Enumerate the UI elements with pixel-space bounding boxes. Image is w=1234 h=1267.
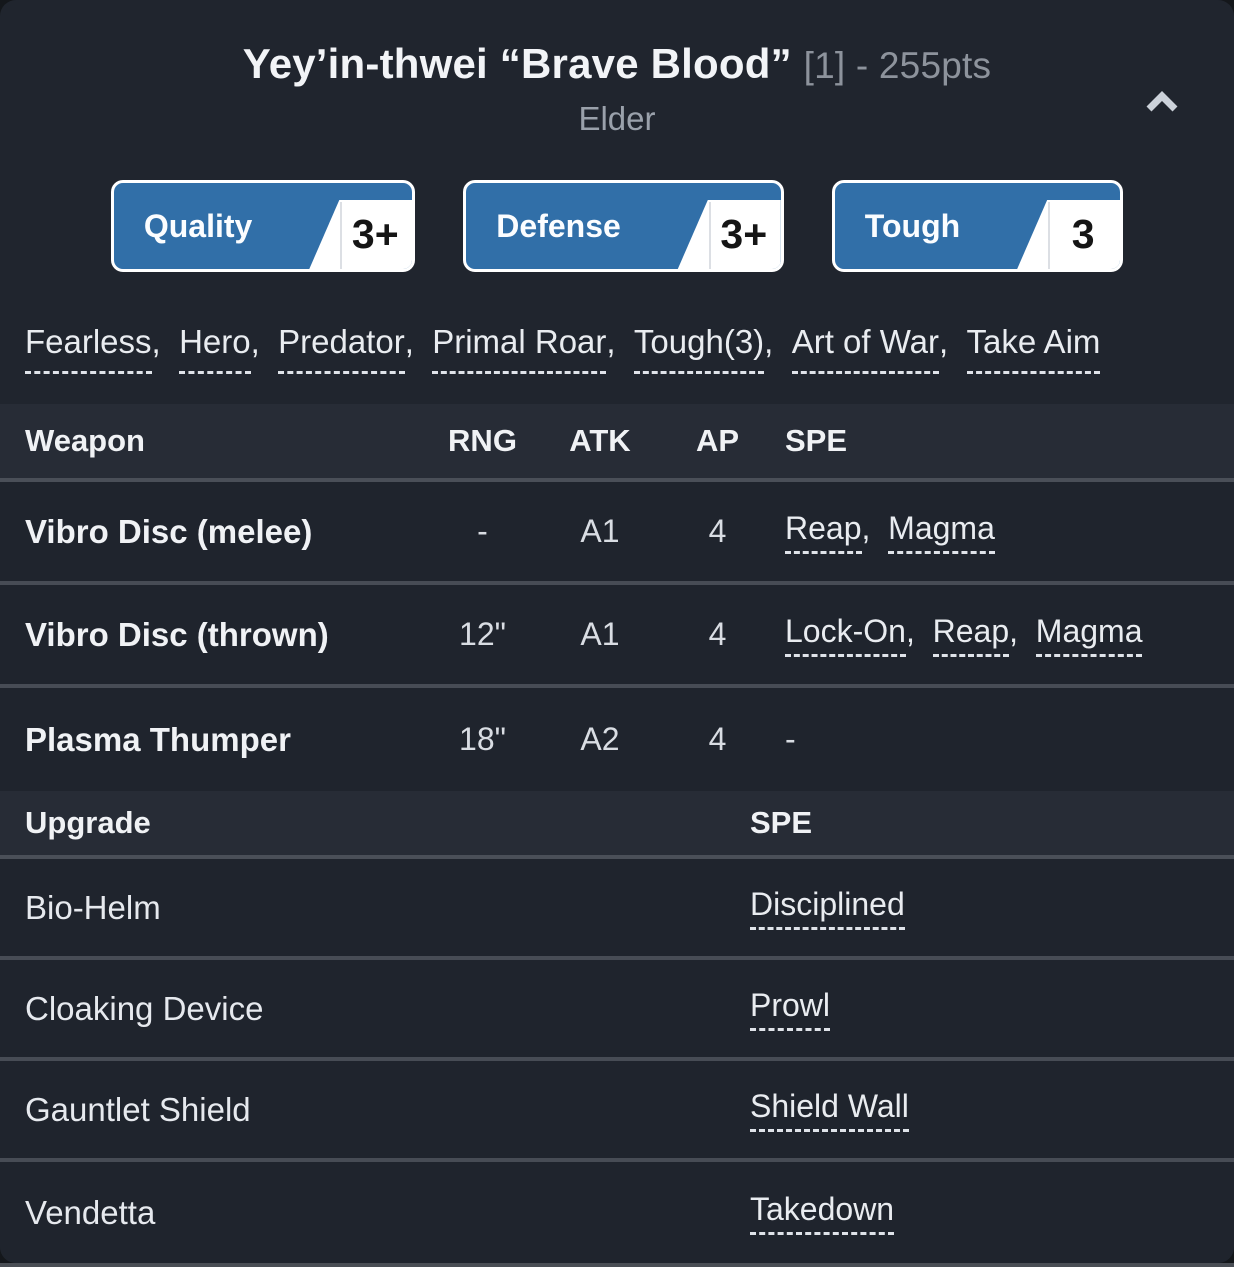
weapon-spe: - [785, 721, 796, 758]
upgrades-table-body: Bio-Helm Disciplined Cloaking Device Pro… [0, 859, 1234, 1263]
rule-separator: , [861, 509, 889, 546]
chevron-up-icon [1146, 91, 1178, 112]
unit-name: Yey’in-thwei “Brave Blood” [242, 40, 792, 87]
weapon-atk: A2 [580, 721, 620, 758]
weapon-row: Plasma Thumper 18" A2 4 - [0, 688, 1234, 792]
upgrade-row: Bio-Helm Disciplined [0, 859, 1234, 961]
stat-badge-quality: Quality 3+ [110, 180, 416, 272]
stat-badge-defense: Defense 3+ [463, 180, 784, 272]
stat-badge-value: 3 [1071, 211, 1095, 257]
weapon-rng: 12" [459, 616, 506, 653]
col-header-upgrade-spe: SPE [750, 805, 813, 841]
col-header-upgrade: Upgrade [25, 805, 151, 841]
upgrade-row: Gauntlet Shield Shield Wall [0, 1061, 1234, 1163]
stat-badge-label: Tough [864, 207, 961, 244]
stat-badge-seam [340, 202, 343, 269]
stat-badge-value: 3+ [720, 211, 768, 257]
weapon-rng: 18" [459, 721, 506, 758]
weapons-table-header: Weapon RNG ATK AP SPE [0, 404, 1234, 483]
rule-separator: , [606, 323, 634, 360]
rule-separator: , [1009, 612, 1036, 649]
special-rule-link[interactable]: Tough(3) [633, 316, 765, 375]
stat-badge-seam [1048, 202, 1051, 269]
stat-badges-row: Quality 3+ Defense 3+ Tough 3 [0, 180, 1234, 272]
special-rule-link[interactable]: Magma [1035, 613, 1143, 657]
collapse-button[interactable] [1138, 82, 1186, 122]
stat-badge-tough: Tough 3 [831, 180, 1124, 272]
upgrade-name: Vendetta [25, 1193, 156, 1231]
stat-badge-label: Quality [143, 207, 253, 244]
upgrade-row: Vendetta Takedown [0, 1162, 1234, 1263]
weapon-atk: A1 [580, 513, 620, 550]
col-header-atk: ATK [569, 423, 631, 459]
col-header-ap: AP [695, 423, 740, 459]
weapon-spe: Reap, Magma [770, 510, 1209, 554]
upgrade-name: Cloaking Device [25, 989, 264, 1027]
special-rule-link[interactable]: Reap [932, 613, 1010, 657]
upgrades-table-header: Upgrade SPE [0, 791, 1234, 860]
upgrade-spe: Disciplined [735, 886, 1209, 930]
weapon-row: Vibro Disc (thrown) 12" A1 4 Lock-On, Re… [0, 585, 1234, 689]
special-rules-line: Fearless, Hero, Predator, Primal Roar, T… [25, 316, 1209, 375]
special-rule-link[interactable]: Take Aim [966, 316, 1101, 375]
weapon-ap: 4 [708, 616, 727, 653]
upgrade-spe: Prowl [735, 987, 1209, 1031]
upgrade-name: Bio-Helm [25, 888, 161, 926]
weapon-row: Vibro Disc (melee) - A1 4 Reap, Magma [0, 482, 1234, 586]
special-rule-link[interactable]: Takedown [750, 1191, 895, 1235]
stat-badge-seam [708, 202, 711, 269]
weapon-name: Vibro Disc (thrown) [25, 615, 329, 653]
upgrade-name: Gauntlet Shield [25, 1090, 251, 1128]
weapon-atk: A1 [580, 616, 620, 653]
rule-separator: , [764, 323, 792, 360]
weapon-name: Plasma Thumper [25, 720, 291, 758]
weapon-spe: Lock-On, Reap, Magma [770, 613, 1209, 657]
weapon-ap: 4 [708, 513, 727, 550]
special-rule-link[interactable]: Shield Wall [750, 1088, 909, 1132]
special-rule-link[interactable]: Hero [179, 316, 251, 375]
upgrade-spe: Shield Wall [735, 1088, 1209, 1132]
special-rule-link[interactable]: Lock-On [785, 613, 906, 657]
rule-separator: , [250, 323, 279, 360]
upgrade-spe: Takedown [735, 1191, 1209, 1235]
special-rule-link[interactable]: Art of War [791, 316, 939, 375]
bottom-divider [0, 1263, 1234, 1267]
unit-title: Yey’in-thwei “Brave Blood” [1] - 255pts [0, 40, 1234, 88]
special-rule-link[interactable]: Prowl [750, 987, 831, 1031]
unit-type-label: Elder [578, 100, 656, 137]
rule-separator: , [404, 323, 433, 360]
unit-card-header: Yey’in-thwei “Brave Blood” [1] - 255pts … [0, 0, 1234, 138]
rule-separator: , [905, 612, 933, 649]
rule-separator: , [151, 323, 180, 360]
unit-count-points: [1] - 255pts [803, 45, 992, 86]
upgrade-row: Cloaking Device Prowl [0, 960, 1234, 1062]
weapon-name: Vibro Disc (melee) [25, 512, 313, 550]
stat-badge-value: 3+ [351, 211, 399, 257]
weapon-rng: - [477, 513, 488, 550]
weapons-table-body: Vibro Disc (melee) - A1 4 Reap, Magma Vi… [0, 482, 1234, 792]
special-rule-link[interactable]: Magma [888, 510, 995, 554]
special-rule-link[interactable]: Reap [785, 510, 862, 554]
col-header-weapon: Weapon [25, 423, 145, 459]
weapon-ap: 4 [708, 721, 727, 758]
stat-badge-label: Defense [496, 207, 621, 244]
col-header-rng: RNG [448, 423, 517, 459]
special-rule-link[interactable]: Disciplined [750, 886, 905, 930]
special-rule-link[interactable]: Fearless [25, 316, 152, 375]
special-rule-link[interactable]: Predator [278, 316, 405, 375]
col-header-spe: SPE [785, 423, 848, 459]
rule-separator: , [938, 323, 967, 360]
special-rule-link[interactable]: Primal Roar [432, 316, 607, 375]
